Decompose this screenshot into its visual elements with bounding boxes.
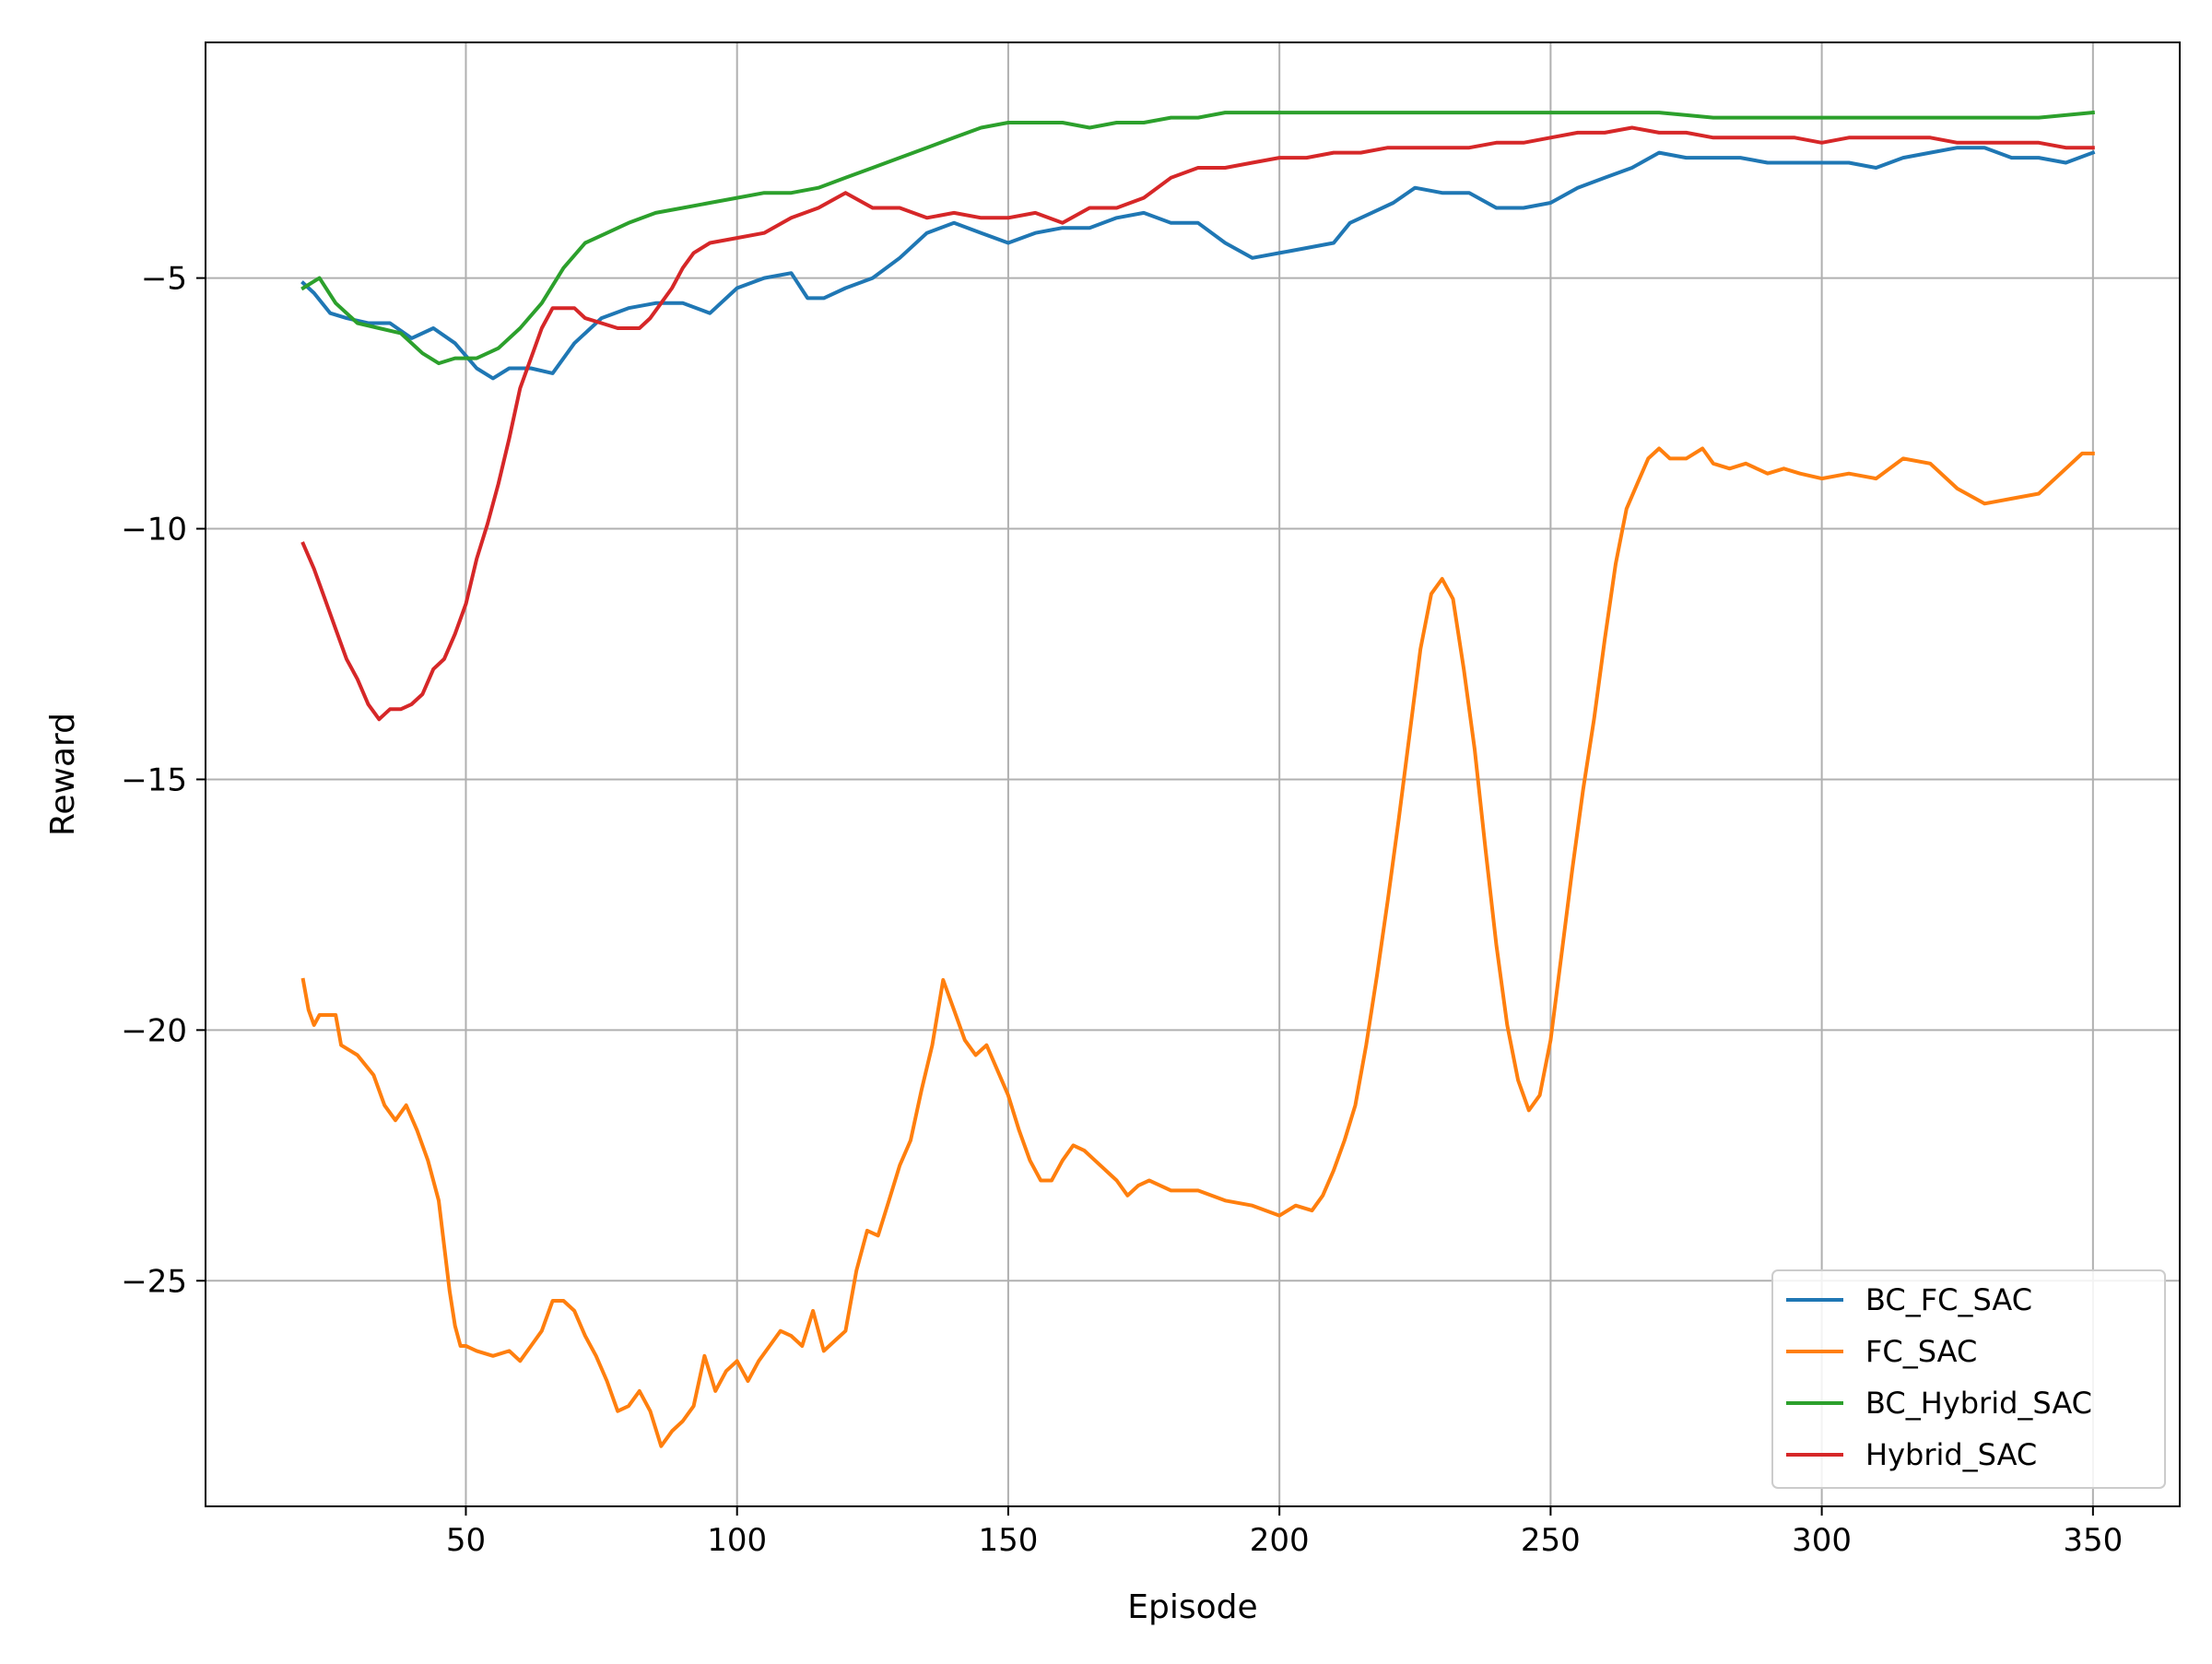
legend-label: Hybrid_SAC bbox=[1865, 1437, 2037, 1472]
series-lines bbox=[300, 110, 2096, 1448]
series-line-hybrid-sac bbox=[300, 125, 2095, 722]
legend-box bbox=[1771, 1269, 2166, 1489]
x-tick-label: 50 bbox=[446, 1522, 486, 1559]
x-tick-label: 250 bbox=[1521, 1522, 1581, 1559]
x-tick-label: 350 bbox=[2063, 1522, 2123, 1559]
x-axis-label: Episode bbox=[1127, 1588, 1257, 1626]
legend-label: FC_SAC bbox=[1865, 1334, 1977, 1369]
legend-label: BC_Hybrid_SAC bbox=[1865, 1386, 2092, 1421]
legend-label: BC_FC_SAC bbox=[1865, 1282, 2032, 1317]
y-tick-label: −20 bbox=[121, 1012, 187, 1049]
axis-ticks: 50 100 150 200 250 300 350 −5 −10 −15 −20 −25 bbox=[121, 261, 2123, 1559]
y-axis-label: Reward bbox=[44, 713, 82, 836]
x-tick-label: 150 bbox=[978, 1522, 1038, 1559]
legend: BC_FC_SAC FC_SAC BC_Hybrid_SAC Hybrid_SAC bbox=[1771, 1269, 2166, 1489]
series-line-fc-sac bbox=[300, 446, 2095, 1448]
y-tick-label: −15 bbox=[121, 761, 187, 798]
y-tick-label: −10 bbox=[121, 512, 187, 549]
series-line-bc-hybrid-sac bbox=[300, 110, 2095, 366]
plot-frame bbox=[205, 41, 2181, 1507]
x-tick-label: 300 bbox=[1792, 1522, 1852, 1559]
y-tick-label: −25 bbox=[121, 1263, 187, 1300]
x-tick-label: 100 bbox=[707, 1522, 767, 1559]
y-tick-label: −5 bbox=[141, 261, 187, 298]
x-tick-label: 200 bbox=[1250, 1522, 1310, 1559]
series-line-bc-fc-sac bbox=[300, 146, 2096, 381]
grid bbox=[206, 42, 2180, 1506]
